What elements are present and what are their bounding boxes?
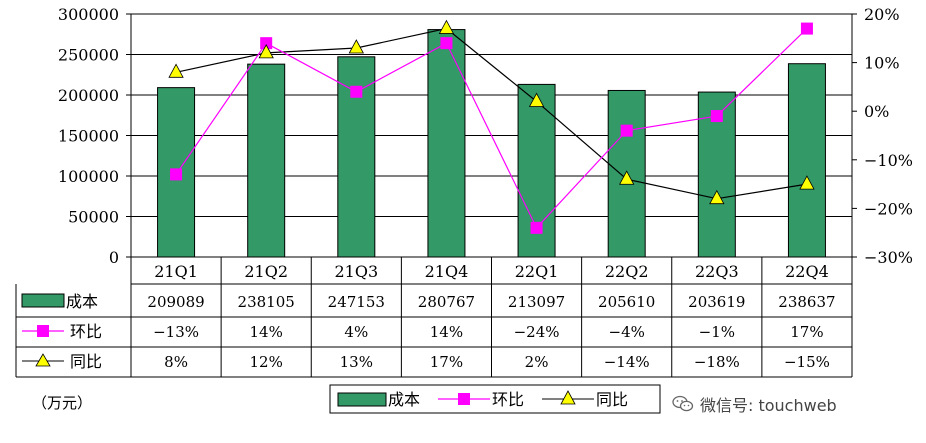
right-tick-label: −20% — [864, 199, 913, 218]
row-label-cost: 成本 — [66, 292, 98, 311]
legend-marker-yoy — [35, 353, 51, 367]
data-label: 238105 — [238, 293, 295, 311]
qoq-marker — [620, 124, 633, 137]
data-label: 17% — [430, 353, 463, 371]
data-label: 205610 — [598, 293, 655, 311]
legend-label-yoy: 同比 — [596, 390, 628, 409]
data-label: 238637 — [778, 293, 835, 311]
legend-marker-qoq — [458, 393, 470, 405]
data-label: 2% — [525, 353, 549, 371]
qoq-marker — [260, 37, 273, 50]
wechat-icon — [672, 395, 694, 412]
right-tick-label: 0% — [864, 102, 889, 121]
data-label: 14% — [430, 323, 463, 341]
legend-label-cost: 成本 — [388, 390, 420, 409]
data-label: 12% — [250, 353, 283, 371]
data-label: 4% — [344, 323, 368, 341]
data-label: −18% — [694, 353, 740, 371]
data-label: −14% — [604, 353, 650, 371]
legend-swatch-cost — [21, 293, 65, 308]
data-label: 213097 — [508, 293, 565, 311]
left-tick-label: 50000 — [68, 208, 119, 227]
left-tick-label: 200000 — [58, 86, 119, 105]
data-label: 13% — [340, 353, 373, 371]
data-label: −4% — [609, 323, 645, 341]
data-label: −24% — [514, 323, 560, 341]
watermark: 微信号: touchweb — [672, 392, 837, 416]
legend-swatch-cost — [337, 392, 387, 407]
category-label: 22Q1 — [515, 262, 559, 281]
unit-label: （万元） — [32, 394, 93, 412]
left-tick-label: 150000 — [58, 127, 119, 146]
category-label: 21Q1 — [154, 262, 198, 281]
yoy-marker — [348, 39, 364, 54]
qoq-marker — [710, 110, 723, 123]
category-label: 21Q3 — [334, 262, 378, 281]
row-label-qoq: 环比 — [70, 322, 102, 341]
bar — [427, 29, 466, 258]
bar — [247, 63, 286, 258]
left-tick-label: 300000 — [58, 5, 119, 24]
data-label: 209089 — [147, 293, 204, 311]
qoq-marker — [440, 37, 453, 50]
category-label: 22Q2 — [605, 262, 649, 281]
yoy-marker — [619, 170, 635, 185]
data-label: 14% — [250, 323, 283, 341]
data-label: 247153 — [328, 293, 385, 311]
qoq-marker — [350, 85, 363, 98]
data-label: −1% — [699, 323, 735, 341]
qoq-marker — [170, 168, 183, 181]
data-label: 280767 — [418, 293, 475, 311]
qoq-marker — [800, 22, 813, 35]
legend-marker-qoq — [37, 325, 49, 337]
data-label: 203619 — [688, 293, 745, 311]
qoq-line — [175, 28, 808, 229]
left-tick-label: 250000 — [58, 46, 119, 65]
data-label: −15% — [784, 353, 830, 371]
left-tick-label: 100000 — [58, 167, 119, 186]
yoy-marker — [258, 44, 274, 59]
right-tick-label: −30% — [864, 248, 913, 267]
legend-label-qoq: 环比 — [492, 390, 524, 409]
qoq-marker — [530, 221, 543, 234]
yoy-marker — [168, 63, 184, 78]
row-label-yoy: 同比 — [70, 352, 102, 371]
right-tick-label: 20% — [864, 5, 900, 24]
category-label: 22Q3 — [695, 262, 739, 281]
yoy-marker — [709, 189, 725, 205]
data-label: 17% — [790, 323, 823, 341]
data-label: −13% — [153, 323, 199, 341]
category-label: 22Q4 — [785, 262, 829, 281]
yoy-marker — [799, 175, 815, 190]
watermark-text: 微信号: touchweb — [700, 396, 837, 415]
category-label: 21Q4 — [425, 262, 469, 281]
category-label: 21Q2 — [244, 262, 288, 281]
right-tick-label: 10% — [864, 54, 900, 73]
data-label: 8% — [164, 353, 188, 371]
yoy-marker — [528, 92, 545, 107]
right-tick-label: −10% — [864, 151, 913, 170]
yoy-line — [175, 27, 808, 200]
bar — [787, 63, 826, 258]
legend-marker-yoy — [560, 390, 576, 405]
yoy-marker — [438, 19, 455, 34]
left-tick-label: 0 — [109, 248, 119, 267]
